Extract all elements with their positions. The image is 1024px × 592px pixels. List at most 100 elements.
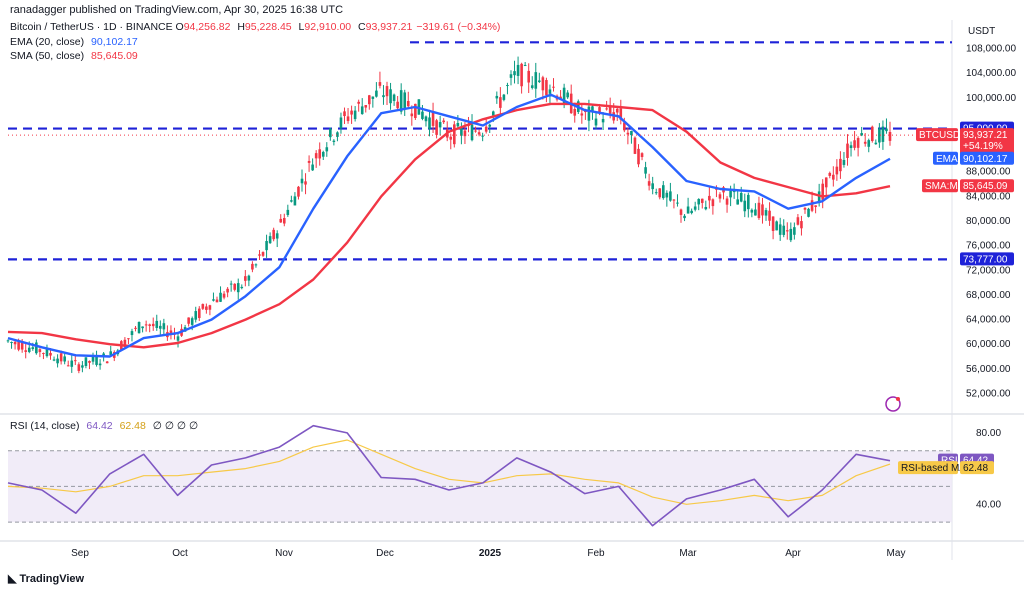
candle-body [587,106,591,121]
candle-body [219,292,222,302]
candle-body [849,145,853,149]
candle-body [56,358,59,364]
candle-body [513,71,516,76]
candle-body [382,95,385,98]
candle-body [258,254,261,256]
candle-body [360,106,364,115]
ohlc-values: O94,256.82 H95,228.45 L92,910.00 C93,937… [176,21,505,33]
candle-body [619,108,623,120]
candle-body [240,286,244,289]
candle-body [275,233,279,239]
rsi-ma-tag-text: RSI-based MA [901,463,966,474]
support-tag-text: 73,777.00 [963,254,1008,265]
candle-body [286,209,290,215]
ohlc-key: L [295,21,305,33]
rsi-legend-label: RSI (14, close) [10,420,80,432]
candle-body [399,90,403,112]
candle-body [686,206,690,214]
symbol-legend: Bitcoin / TetherUS · 1D · BINANCE O94,25… [10,21,504,33]
candle-body [761,204,764,216]
candle-body [229,283,233,285]
ohlc-key: O [175,21,184,33]
candle-body [343,111,346,117]
candle-body [105,361,109,364]
candle-body [743,200,747,212]
candle-body [704,206,708,210]
candle-body [562,87,566,104]
candle-body [782,225,786,235]
candle-body [499,97,502,108]
ema-value-tag-bg [960,151,1014,165]
candle-body [406,100,410,107]
candle-body [17,341,20,350]
candle-body [364,105,368,108]
price-tick-label: 80,000.00 [966,216,1011,227]
candle-body [449,136,453,140]
candle-body [679,209,683,215]
candle-body [481,135,484,137]
candle-body [708,195,711,201]
sma-legend[interactable]: SMA (50, close) 85,645.09 [10,50,138,62]
candle-body [506,85,509,87]
candle-body [205,306,208,310]
date-tick-label: Mar [679,548,697,559]
candle-body [318,149,322,159]
price-tick-label: 100,000.00 [966,93,1016,104]
candle-body [463,130,467,137]
candle-body [300,178,304,184]
candle-body [215,299,219,303]
candle-body [729,191,732,198]
candle-body [151,323,155,327]
ema-legend[interactable]: EMA (20, close) 90,102.17 [10,36,138,48]
candle-body [268,236,272,244]
ohlc-value: 92,910.00 [304,21,352,33]
candle-body [608,106,612,114]
candle-body [282,218,286,224]
candle-body [141,326,144,329]
candle-body [527,70,530,83]
candle-body [623,122,626,131]
candle-body [336,132,339,137]
candle-body [821,183,824,200]
candle-body [38,349,42,353]
candle-body [297,186,300,197]
rsi-ma-value-tag-bg [960,461,994,475]
candle-body [279,218,283,223]
candle-body [789,228,793,241]
candle-body [244,276,247,281]
candle-body [566,92,569,98]
symbol-title: Bitcoin / TetherUS · 1D · BINANCE [10,21,173,33]
candle-body [697,199,701,205]
ohlc-value: 94,256.82 [183,21,231,33]
candle-body [49,352,52,356]
candle-body [824,177,828,188]
candle-body [662,185,665,199]
candle-body [442,120,445,123]
candle-body [470,124,474,141]
price-tick-label: 64,000.00 [966,315,1011,326]
ohlc-value: 93,937.21 [365,21,413,33]
candle-body [491,111,495,116]
candle-body [236,283,240,293]
candle-body [640,153,644,158]
ema-tag-text: EMA [936,154,958,165]
ema-20-line [7,93,891,358]
candle-body [630,131,633,136]
rsi-legend[interactable]: RSI (14, close) 64.42 62.48 ∅ ∅ ∅ ∅ [10,420,198,432]
price-tick-label: 72,000.00 [966,265,1011,276]
candle-body [438,122,442,128]
date-tick-label: Sep [71,548,89,559]
candle-body [314,153,318,159]
candle-body [254,264,258,266]
date-tick-label: Oct [172,548,188,559]
candle-body [700,198,704,203]
candle-body [846,143,849,158]
candle-body [867,140,871,147]
symbol-tag: BTCUSDT [916,128,966,142]
candle-body [853,140,856,148]
sma-legend-label: SMA (50, close) [10,50,85,62]
candle-body [715,188,718,190]
candle-body [208,305,212,310]
candle-body [6,340,10,342]
